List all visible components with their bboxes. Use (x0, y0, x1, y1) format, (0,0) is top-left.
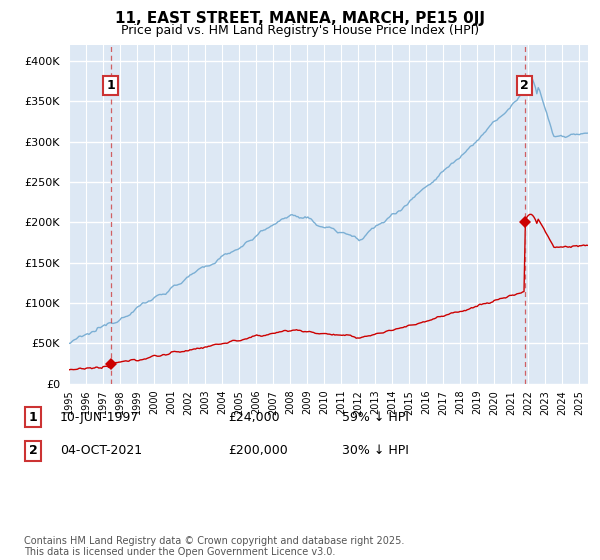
Text: £24,000: £24,000 (228, 410, 280, 424)
Text: 11, EAST STREET, MANEA, MARCH, PE15 0JJ: 11, EAST STREET, MANEA, MARCH, PE15 0JJ (115, 11, 485, 26)
Text: £200,000: £200,000 (228, 444, 288, 458)
Text: 2: 2 (29, 444, 37, 458)
Text: 59% ↓ HPI: 59% ↓ HPI (342, 410, 409, 424)
Text: Contains HM Land Registry data © Crown copyright and database right 2025.
This d: Contains HM Land Registry data © Crown c… (24, 535, 404, 557)
Text: 10-JUN-1997: 10-JUN-1997 (60, 410, 139, 424)
Text: 30% ↓ HPI: 30% ↓ HPI (342, 444, 409, 458)
Text: 1: 1 (106, 78, 115, 92)
Text: 2: 2 (520, 78, 529, 92)
Text: 04-OCT-2021: 04-OCT-2021 (60, 444, 142, 458)
Text: Price paid vs. HM Land Registry's House Price Index (HPI): Price paid vs. HM Land Registry's House … (121, 24, 479, 36)
Text: 1: 1 (29, 410, 37, 424)
